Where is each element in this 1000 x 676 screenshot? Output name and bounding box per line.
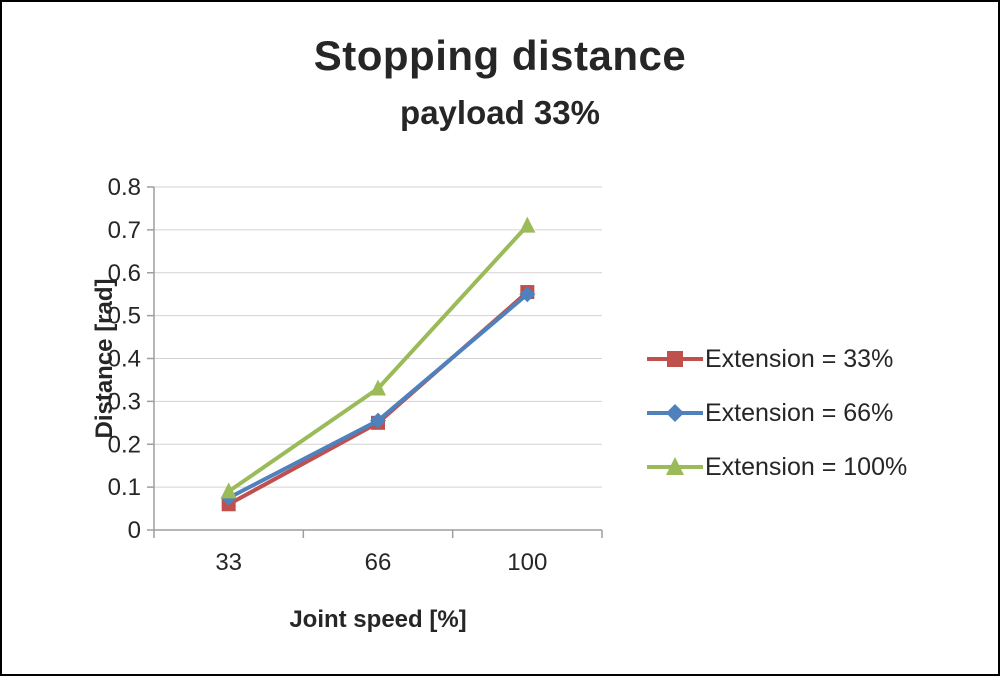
chart-title: Stopping distance bbox=[313, 32, 687, 79]
square-marker-icon bbox=[647, 351, 703, 367]
chart-subtitle: payload 33% bbox=[400, 94, 600, 131]
series-diamond bbox=[220, 286, 536, 506]
y-axis-title: Distance [rad] bbox=[91, 278, 118, 438]
legend-label: Extension = 100% bbox=[705, 452, 908, 481]
x-tick-label: 66 bbox=[365, 549, 392, 576]
y-tick-label: 0.4 bbox=[108, 346, 141, 373]
y-tick-label: 0.7 bbox=[108, 217, 141, 244]
legend-item: Extension = 100% bbox=[647, 440, 907, 494]
diamond-marker-icon bbox=[647, 404, 703, 422]
legend-label: Extension = 33% bbox=[705, 344, 894, 373]
x-tick-label: 100 bbox=[507, 549, 547, 576]
series-triangle bbox=[220, 216, 536, 499]
legend-item: Extension = 33% bbox=[647, 332, 907, 386]
y-tick-label: 0.5 bbox=[108, 303, 141, 330]
y-tick-label: 0.2 bbox=[108, 431, 141, 458]
legend: Extension = 33% Extension = 66% Extension … bbox=[647, 332, 907, 494]
legend-label: Extension = 66% bbox=[705, 398, 894, 427]
x-axis-title: Joint speed [%] bbox=[289, 606, 466, 633]
y-tick-label: 0.6 bbox=[108, 260, 141, 287]
y-tick-label: 0 bbox=[128, 517, 141, 544]
x-tick-label: 33 bbox=[215, 549, 242, 576]
y-tick-label: 0.1 bbox=[108, 474, 141, 501]
y-tick-label: 0.8 bbox=[108, 174, 141, 201]
legend-item: Extension = 66% bbox=[647, 386, 907, 440]
triangle-marker-icon bbox=[647, 457, 703, 475]
y-tick-label: 0.3 bbox=[108, 388, 141, 415]
